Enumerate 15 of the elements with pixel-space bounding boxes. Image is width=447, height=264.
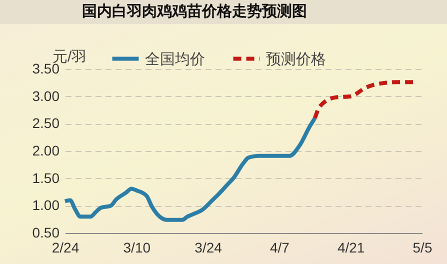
y-tick-label: 2.50: [32, 115, 60, 132]
y-tick-label: 3.00: [32, 88, 60, 104]
x-tick-label: 5/5: [412, 240, 432, 256]
y-tick-label: 1.00: [32, 197, 60, 214]
x-tick-label: 4/7: [270, 240, 290, 256]
y-tick-label: 1.50: [32, 170, 60, 186]
x-tick-label: 4/21: [337, 240, 365, 256]
x-tick-label: 3/24: [194, 240, 222, 256]
y-tick-label: 0.50: [32, 224, 60, 240]
legend-label: 全国均价: [145, 50, 205, 68]
x-tick-label: 2/24: [52, 240, 80, 256]
chart-title: 国内白羽肉鸡鸡苗价格走势预测图: [0, 0, 447, 24]
y-tick-label: 2.00: [32, 142, 60, 158]
x-tick-label: 3/10: [123, 240, 151, 256]
legend-label: 预测价格: [266, 50, 326, 68]
